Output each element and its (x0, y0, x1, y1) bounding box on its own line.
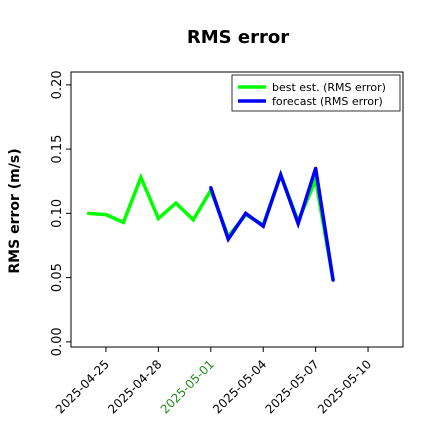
x-tick-label: 2025-05-04 (210, 357, 269, 416)
x-tick-label: 2025-04-25 (53, 357, 112, 416)
legend: best est. (RMS error)forecast (RMS error… (231, 74, 401, 112)
x-tick-label: 2025-05-01 (158, 357, 217, 416)
legend-label: forecast (RMS error) (272, 95, 383, 108)
y-tick-label: 0.10 (50, 199, 65, 228)
data-point-best-est (104, 213, 108, 217)
legend-label: best est. (RMS error) (272, 81, 386, 94)
chart-title: RMS error (187, 27, 289, 48)
data-point-forecast (279, 173, 283, 177)
data-point-forecast (314, 166, 318, 170)
data-point-forecast (244, 211, 248, 215)
y-tick-label: 0.15 (50, 135, 65, 164)
data-point-best-est (156, 216, 160, 221)
data-point-forecast (261, 224, 265, 228)
plot-area (86, 166, 335, 282)
data-point-forecast (296, 222, 300, 226)
x-tick-label: 2025-04-28 (105, 357, 164, 416)
y-tick-label: 0.20 (50, 70, 65, 99)
y-axis-label: RMS error (m/s) (7, 148, 23, 273)
data-point-forecast (226, 237, 230, 241)
data-point-best-est (139, 175, 143, 179)
x-tick-label: 2025-05-10 (315, 357, 374, 416)
data-point-best-est (191, 218, 195, 222)
x-tick-label: 2025-05-07 (263, 357, 322, 416)
data-point-best-est (174, 201, 178, 205)
data-point-best-est (121, 220, 126, 224)
y-tick-label: 0.00 (50, 327, 65, 356)
data-point-forecast (331, 278, 335, 282)
data-point-forecast (209, 186, 213, 190)
legend-box (231, 74, 401, 112)
data-point-best-est (86, 211, 91, 215)
plot-frame (70, 71, 404, 348)
series-line-forecast (209, 167, 335, 281)
y-tick-label: 0.05 (50, 263, 65, 292)
